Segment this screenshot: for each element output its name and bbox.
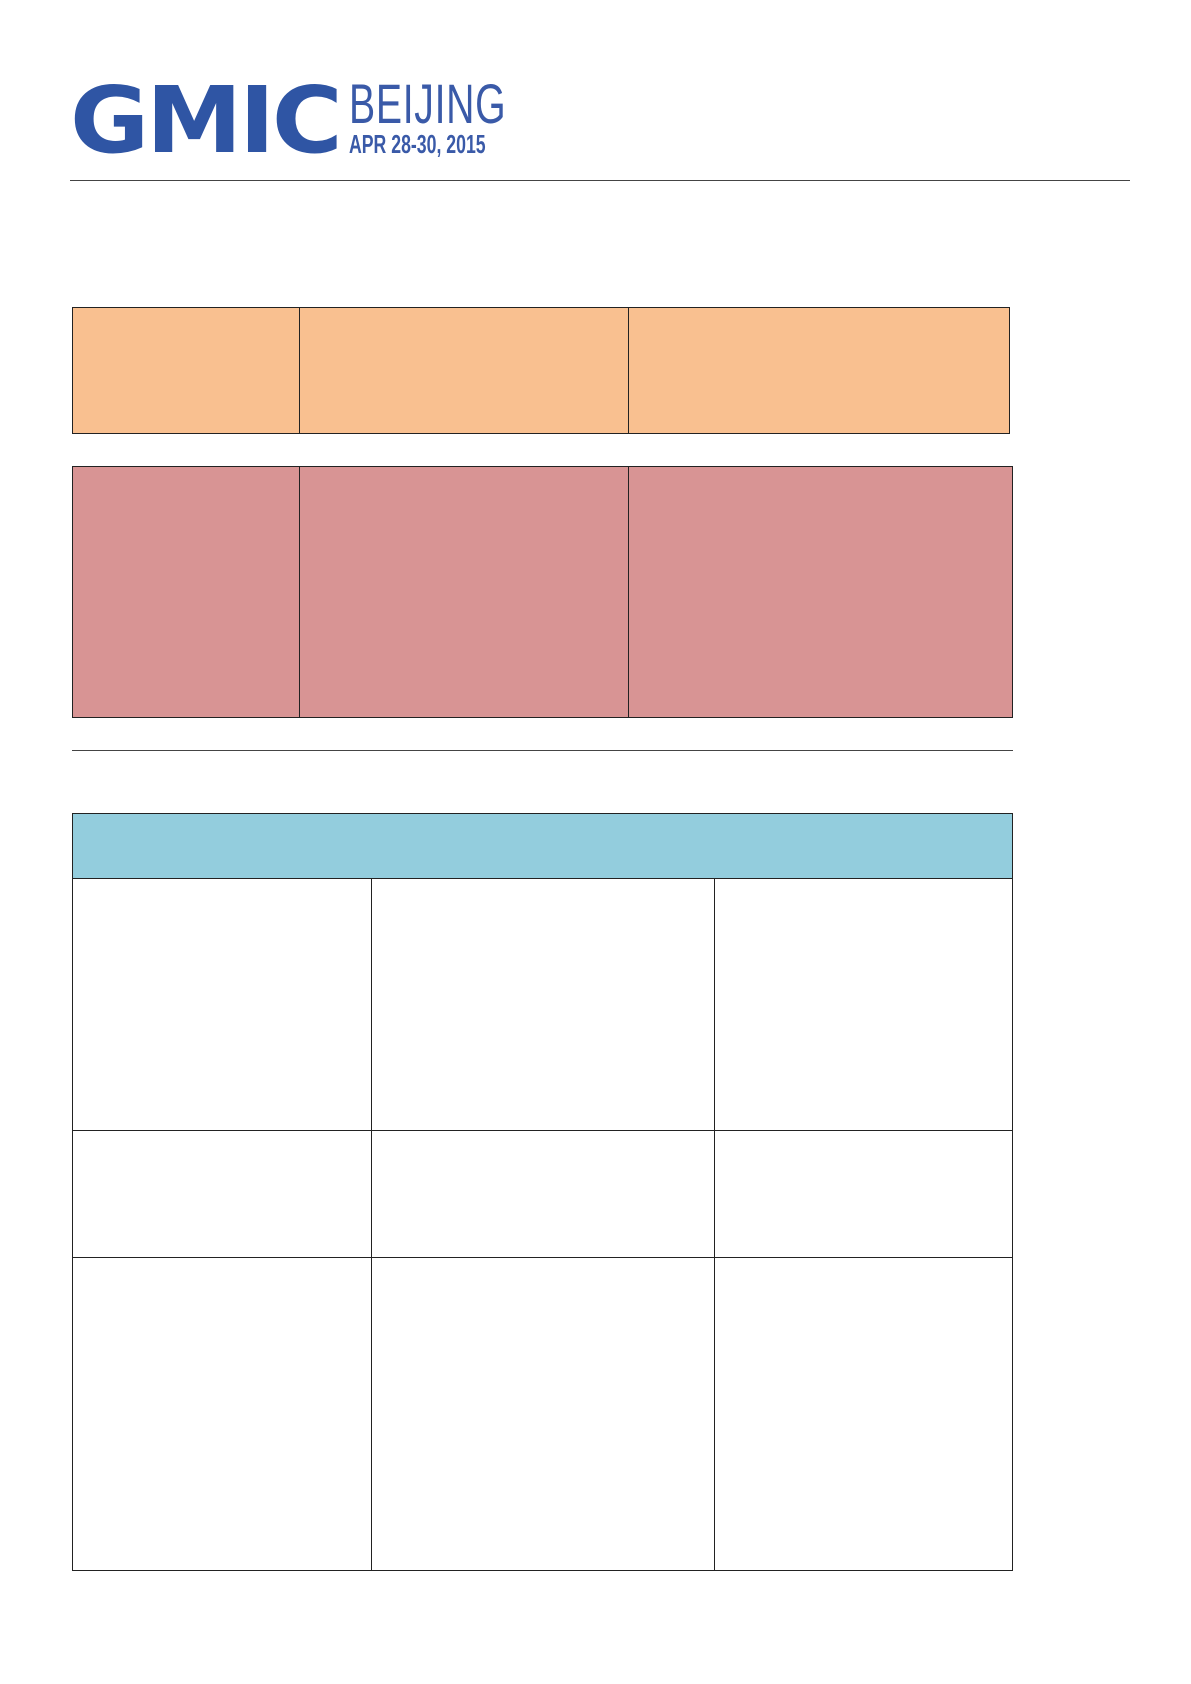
table-cell — [72, 466, 300, 718]
table-cell — [72, 307, 300, 434]
table-cell — [371, 878, 715, 1131]
table-cell — [72, 1257, 372, 1571]
table-cell — [72, 878, 372, 1131]
table-row — [72, 307, 1010, 434]
table-row — [72, 1257, 1013, 1571]
table-header-cell — [72, 813, 1013, 879]
table-row — [72, 878, 1013, 1131]
header-divider — [70, 180, 1130, 181]
section-divider — [72, 750, 1013, 751]
table-cell — [72, 1130, 372, 1258]
table-cell — [628, 307, 1010, 434]
table-row — [72, 1130, 1013, 1258]
table-cell — [371, 1257, 715, 1571]
pink-table — [72, 466, 1013, 718]
table-cell — [299, 307, 629, 434]
table-cell — [714, 1257, 1013, 1571]
table-cell — [628, 466, 1013, 718]
logo-dates: APR 28-30, 2015 — [348, 129, 486, 159]
table-cell — [299, 466, 629, 718]
table-cell — [371, 1130, 715, 1258]
gmic-beijing-logo: GMIC BEIJING APR 28-30, 2015 — [70, 67, 574, 174]
table-cell — [714, 1130, 1013, 1258]
logo-brand: GMIC — [70, 67, 343, 174]
orange-table — [72, 307, 1010, 434]
table-header-row — [72, 813, 1013, 879]
logo-city: BEIJING — [348, 72, 507, 135]
table-cell — [714, 878, 1013, 1131]
blue-table — [72, 813, 1013, 1571]
table-row — [72, 466, 1013, 718]
